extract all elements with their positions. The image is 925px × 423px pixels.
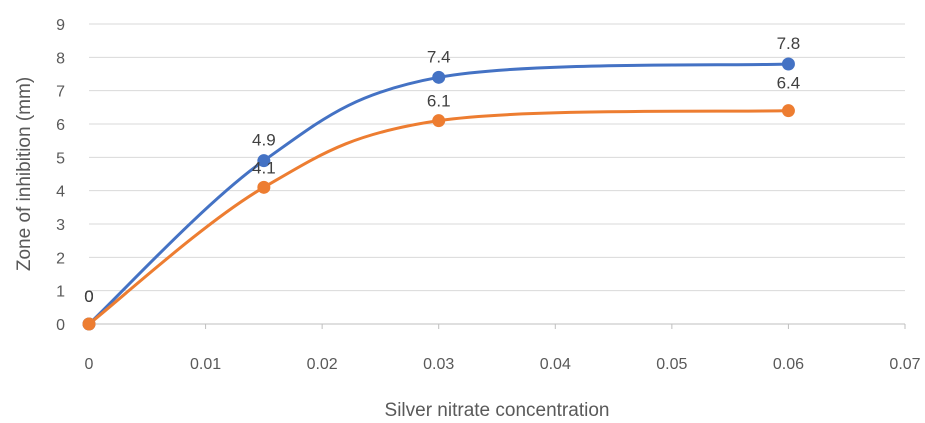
y-tick-label: 5 bbox=[56, 150, 65, 167]
x-tick-label: 0.04 bbox=[540, 356, 571, 373]
data-point bbox=[257, 154, 271, 168]
x-axis-title: Silver nitrate concentration bbox=[385, 400, 610, 421]
x-tick-label: 0.03 bbox=[423, 356, 454, 373]
data-labels: 04.97.47.804.16.16.4 bbox=[84, 34, 800, 306]
data-point bbox=[432, 114, 446, 128]
data-point bbox=[781, 57, 795, 71]
data-label: 7.8 bbox=[777, 34, 801, 53]
data-point bbox=[257, 180, 271, 194]
x-tick-label: 0.02 bbox=[307, 356, 338, 373]
x-tick-label: 0 bbox=[85, 356, 94, 373]
x-tick-label: 0.07 bbox=[889, 356, 920, 373]
data-label: 6.1 bbox=[427, 92, 451, 111]
data-label: 4.9 bbox=[252, 131, 276, 150]
data-point bbox=[82, 317, 96, 331]
data-label: 0 bbox=[84, 287, 93, 306]
data-point bbox=[432, 70, 446, 84]
series-line-1 bbox=[87, 62, 790, 326]
x-tick-label: 0.05 bbox=[656, 356, 687, 373]
y-tick-label: 3 bbox=[56, 217, 65, 234]
data-point bbox=[781, 104, 795, 118]
y-tick-label: 1 bbox=[56, 284, 65, 301]
y-tick-label: 9 bbox=[56, 17, 65, 34]
data-label: 0 bbox=[84, 287, 93, 306]
data-label: 7.4 bbox=[427, 47, 451, 66]
y-tick-label: 6 bbox=[56, 117, 65, 134]
y-tick-label: 8 bbox=[56, 50, 65, 67]
y-tick-label: 4 bbox=[56, 184, 65, 201]
x-tick-label: 0.01 bbox=[190, 356, 221, 373]
x-tick-label: 0.06 bbox=[773, 356, 804, 373]
data-label: 6.4 bbox=[777, 74, 801, 93]
series-line-2 bbox=[87, 109, 790, 326]
y-axis-title: Zone of inhibition (mm) bbox=[14, 77, 35, 271]
y-tick-label: 7 bbox=[56, 84, 65, 101]
y-tick-label: 2 bbox=[56, 250, 65, 267]
data-label: 4.1 bbox=[252, 158, 276, 177]
series-layer bbox=[82, 57, 795, 331]
y-tick-label: 0 bbox=[56, 317, 65, 334]
axes: 0 1 2 3 4 5 6 7 8 9 0 0.01 0.02 0.03 0.04 0.05 0.06 0.07 bbox=[56, 17, 921, 373]
